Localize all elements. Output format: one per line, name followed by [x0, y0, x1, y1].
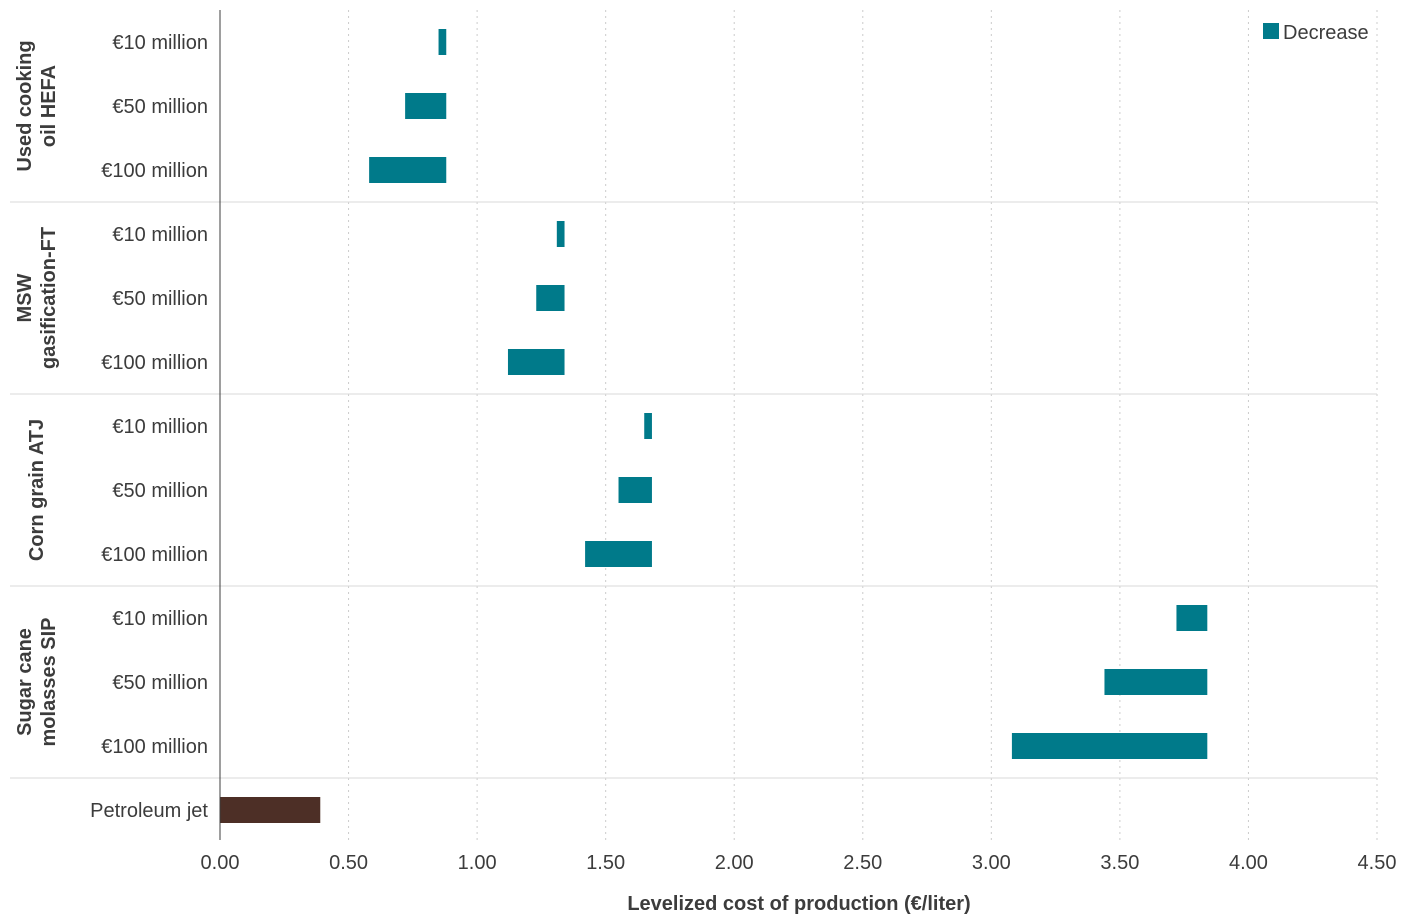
x-tick-label: 1.50	[586, 852, 625, 874]
grid-layer	[348, 10, 1378, 840]
group-label-line: oil HEFA	[38, 65, 60, 147]
x-tick-label: 0.50	[329, 852, 368, 874]
category-label: €50 million	[112, 288, 208, 310]
group-label: Used cooking oil HEFA	[14, 40, 60, 171]
legend-label-decrease: Decrease	[1283, 22, 1369, 44]
label-layer: 0.00 0.50 1.00 1.50 2.00 2.50 3.00 3.50 4.00 4.50…	[14, 32, 1396, 874]
category-label: €50 million	[112, 480, 208, 502]
bar-decrease	[369, 157, 447, 183]
x-tick-label: 1.00	[458, 852, 497, 874]
bar-decrease	[507, 349, 565, 375]
separator-layer	[10, 201, 1377, 779]
category-label: €10 million	[112, 416, 208, 438]
axis-layer: Levelized cost of production (€/liter)	[219, 10, 971, 914]
category-label: €10 million	[112, 32, 208, 54]
bar-petroleum-jet	[220, 797, 321, 823]
category-label: €100 million	[101, 544, 208, 566]
group-label: MSW gasification-FT	[14, 227, 60, 369]
x-tick-label: 2.00	[715, 852, 754, 874]
group-label: Sugar cane molasses SIP	[14, 618, 60, 747]
legend: Decrease	[1263, 22, 1369, 44]
x-tick-label: 2.50	[843, 852, 882, 874]
bar-decrease	[536, 285, 565, 311]
x-tick-label: 3.50	[1100, 852, 1139, 874]
category-label: €50 million	[112, 672, 208, 694]
category-label: €100 million	[101, 160, 208, 182]
group-label-line: MSW	[14, 273, 36, 322]
x-tick-label: 3.00	[972, 852, 1011, 874]
category-label: €10 million	[112, 224, 208, 246]
group-label: Corn grain ATJ	[26, 419, 48, 561]
group-label-line: gasification-FT	[38, 227, 60, 369]
x-axis-title: Levelized cost of production (€/liter)	[627, 893, 970, 914]
category-label: €100 million	[101, 352, 208, 374]
group-label-line: Used cooking	[14, 40, 36, 171]
group-label-line: molasses SIP	[38, 618, 60, 747]
category-label-petroleum-jet: Petroleum jet	[90, 800, 208, 822]
group-label-line: Corn grain ATJ	[26, 419, 48, 561]
category-label: €100 million	[101, 736, 208, 758]
bar-decrease	[438, 29, 447, 55]
x-tick-label: 4.00	[1229, 852, 1268, 874]
bar-decrease	[618, 477, 652, 503]
bar-decrease	[585, 541, 652, 567]
bar-decrease	[1104, 669, 1208, 695]
category-label: €10 million	[112, 608, 208, 630]
bar-decrease	[1176, 605, 1208, 631]
legend-swatch-decrease	[1263, 23, 1279, 39]
bar-decrease	[644, 413, 652, 439]
bar-layer	[220, 29, 1208, 823]
bar-decrease	[1011, 733, 1208, 759]
bar-decrease	[556, 221, 565, 247]
category-label: €50 million	[112, 96, 208, 118]
x-tick-label: 0.00	[201, 852, 240, 874]
group-label-line: Sugar cane	[14, 628, 36, 736]
x-tick-label: 4.50	[1358, 852, 1397, 874]
bar-decrease	[405, 93, 447, 119]
